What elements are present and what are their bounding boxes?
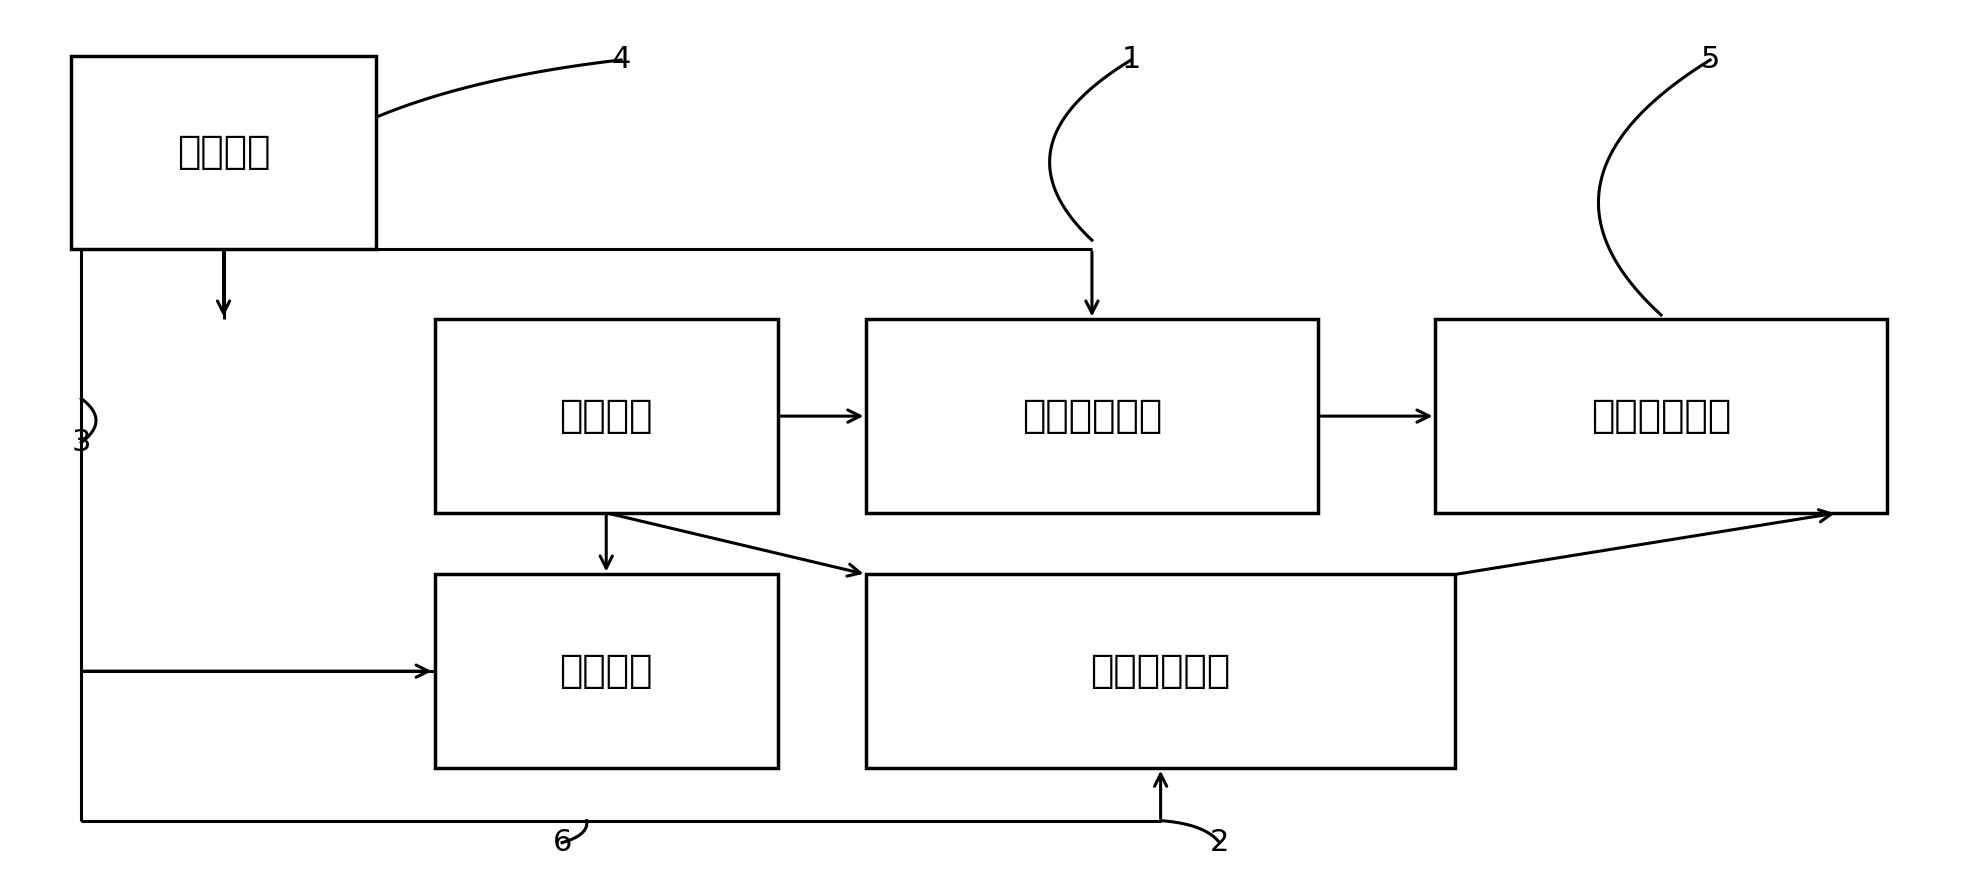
Text: 筛网雾化模块: 筛网雾化模块 xyxy=(1021,397,1161,435)
Text: 供电模块: 供电模块 xyxy=(177,134,270,172)
Text: 2: 2 xyxy=(1210,828,1230,858)
Text: 主控模块: 主控模块 xyxy=(559,397,653,435)
Bar xyxy=(435,574,777,768)
Text: 电极输出模块: 电极输出模块 xyxy=(1590,397,1732,435)
Bar xyxy=(435,319,777,512)
Text: 1: 1 xyxy=(1122,45,1141,74)
Bar xyxy=(866,319,1319,512)
Text: 6: 6 xyxy=(553,828,573,858)
Bar xyxy=(866,574,1454,768)
Text: 加热雾化模块: 加热雾化模块 xyxy=(1090,652,1230,690)
Text: 3: 3 xyxy=(71,428,91,457)
Bar xyxy=(71,56,376,249)
Text: 5: 5 xyxy=(1700,45,1720,74)
Text: 4: 4 xyxy=(612,45,630,74)
Text: 显示模块: 显示模块 xyxy=(559,652,653,690)
Bar xyxy=(1435,319,1887,512)
